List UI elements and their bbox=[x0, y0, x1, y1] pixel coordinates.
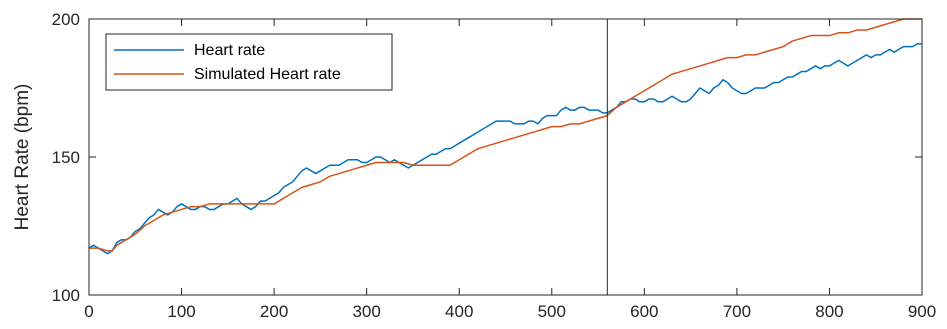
legend-label-simulated-heart-rate: Simulated Heart rate bbox=[194, 66, 341, 83]
x-tick-label: 500 bbox=[538, 302, 566, 321]
series-line-simulated-heart-rate bbox=[89, 18, 922, 252]
x-tick-label: 900 bbox=[908, 302, 936, 321]
legend-box bbox=[105, 33, 393, 91]
x-tick-label: 200 bbox=[260, 302, 288, 321]
series-layer bbox=[88, 18, 922, 255]
y-tick-label: 100 bbox=[52, 286, 80, 305]
y-axis-title: Heart Rate (bpm) bbox=[12, 84, 33, 231]
x-tick-label: 800 bbox=[815, 302, 843, 321]
legend: Heart rate Simulated Heart rate bbox=[105, 33, 393, 91]
x-tick-label: 100 bbox=[167, 302, 195, 321]
legend-items: Heart rate Simulated Heart rate bbox=[114, 42, 341, 83]
y-tick-label: 150 bbox=[52, 148, 80, 167]
x-tick-label: 0 bbox=[84, 302, 93, 321]
x-tick-label: 400 bbox=[445, 302, 473, 321]
x-tick-label: 600 bbox=[630, 302, 658, 321]
x-tick-label: 700 bbox=[723, 302, 751, 321]
legend-label-heart-rate: Heart rate bbox=[194, 42, 265, 59]
y-tick-label: 200 bbox=[52, 10, 80, 29]
x-tick-label: 300 bbox=[352, 302, 380, 321]
